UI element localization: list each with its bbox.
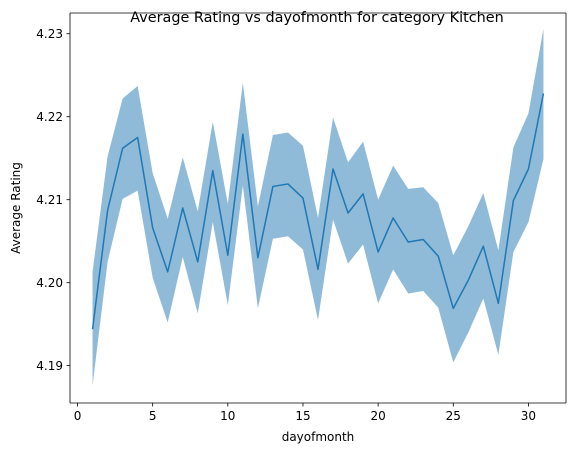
confidence-band	[92, 28, 544, 386]
x-tick-label: 30	[521, 409, 536, 423]
x-axis-ticks: 0 5 10 15 20 25 30	[74, 403, 536, 423]
x-tick-label: 20	[370, 409, 385, 423]
y-tick-label: 4.21	[36, 193, 63, 207]
x-tick-label: 25	[446, 409, 461, 423]
x-tick-label: 0	[74, 409, 82, 423]
y-tick-label: 4.22	[36, 110, 63, 124]
y-axis-label: Average Rating	[9, 162, 23, 254]
y-tick-label: 4.20	[36, 276, 63, 290]
x-tick-label: 5	[149, 409, 157, 423]
y-axis-ticks: 4.19 4.20 4.21 4.22 4.23	[36, 27, 70, 373]
x-tick-label: 10	[220, 409, 235, 423]
x-tick-label: 15	[295, 409, 310, 423]
series-line	[91, 93, 545, 330]
y-tick-label: 4.23	[36, 27, 63, 41]
chart-title: Average Rating vs dayofmonth for categor…	[130, 10, 503, 26]
y-tick-label: 4.19	[36, 359, 63, 373]
x-axis-label: dayofmonth	[282, 430, 355, 444]
